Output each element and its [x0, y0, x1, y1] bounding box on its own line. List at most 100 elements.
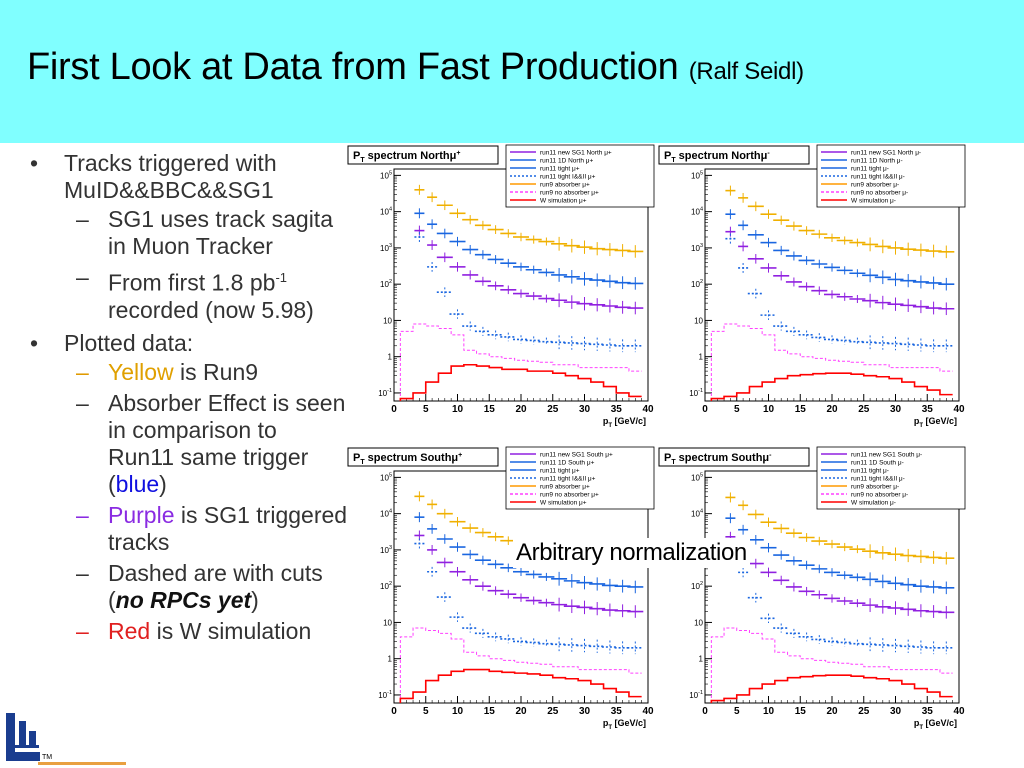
series-group	[725, 185, 955, 259]
y-tick-label: 102	[380, 279, 392, 289]
sub-bullet-item: – Red is W simulation	[28, 618, 348, 645]
sub-bullet-item: – Purple is SG1 triggered tracks	[28, 502, 348, 556]
series-group	[399, 363, 642, 401]
panel-title-box	[347, 145, 499, 165]
legend-entry: run9 no absorber μ-	[851, 492, 908, 499]
series-group	[725, 226, 955, 316]
x-tick-label: 35	[611, 404, 623, 415]
panel-title: PT spectrum Southμ-	[664, 452, 772, 466]
x-tick-label: 30	[579, 404, 591, 415]
x-tick-label: 0	[702, 706, 708, 717]
dash-icon: –	[76, 358, 89, 385]
sub-bullet-text: recorded (now 5.98)	[108, 296, 314, 323]
legend-entry: run9 absorber μ-	[851, 182, 899, 189]
y-tick-label: 10	[694, 618, 703, 627]
legend-entry: run11 tight I&&II μ-	[851, 174, 905, 181]
x-tick-label: 10	[763, 404, 775, 415]
x-axis-label: pT [GeV/c]	[603, 416, 646, 429]
y-tick-label: 1	[699, 353, 704, 362]
histogram-series-line	[399, 668, 642, 703]
histogram-series-line	[710, 323, 953, 401]
series-group	[710, 674, 953, 703]
legend-entry: run9 no absorber μ-	[851, 190, 908, 197]
x-tick-label: 15	[484, 706, 496, 717]
y-tick-label: 103	[380, 545, 392, 555]
y-tick-label: 104	[380, 207, 392, 217]
x-tick-label: 15	[795, 706, 807, 717]
panel-title: PT spectrum Northμ+	[353, 150, 460, 164]
x-tick-label: 25	[547, 706, 559, 717]
chart-svg: PT spectrum Southμ+ 10-1 1 10 102 103 104 105 0 5…	[346, 445, 656, 735]
pt-spectrum-south-mu-plus-chart: PT spectrum Southμ+ 10-1 1 10 102 103 104 105 0 5…	[346, 445, 656, 735]
y-tick-label: 102	[691, 581, 703, 591]
x-tick-label: 0	[391, 404, 397, 415]
x-tick-label: 10	[452, 706, 464, 717]
sub-bullet-text: From first 1.8 pb	[108, 269, 276, 296]
x-tick-label: 10	[763, 706, 775, 717]
bullet-item: • Tracks triggered with MuID&&BBC&&SG1	[28, 150, 348, 204]
legend-entry: W simulation μ-	[851, 500, 896, 507]
legend-entry: W simulation μ+	[540, 500, 587, 507]
sub-bullet-item: – Absorber Effect is seen in comparison t…	[28, 390, 348, 498]
series-group	[725, 539, 955, 655]
y-tick-label: 10-1	[689, 388, 703, 398]
legend-entry: run11 1D South μ+	[540, 460, 595, 467]
histogram-series-line	[710, 674, 953, 703]
x-tick-label: 40	[953, 404, 965, 415]
y-tick-label: 104	[691, 207, 703, 217]
x-tick-label: 20	[515, 706, 527, 717]
normalization-note: Arbitrary normalization	[513, 538, 750, 568]
legend-entry: run11 tight μ-	[851, 166, 889, 173]
sub-bullet-item: – Yellow is Run9	[28, 359, 348, 386]
sub-bullet-text: )	[159, 470, 167, 497]
institution-logo-icon	[3, 707, 47, 767]
bullet-item: • Plotted data:	[28, 330, 348, 357]
series-group	[414, 225, 644, 315]
legend-entry: W simulation μ-	[851, 198, 896, 205]
panel-title: PT spectrum Northμ-	[664, 150, 770, 164]
legend-entry: run9 absorber μ+	[540, 484, 590, 491]
panel-title-box	[658, 447, 810, 467]
sub-bullet-text: Absorber Effect is seen in comparison to…	[108, 389, 346, 497]
x-tick-label: 40	[953, 706, 965, 717]
logo-underline	[38, 762, 126, 765]
colored-word: Red	[108, 617, 151, 644]
slide-title: First Look at Data from Fast Production …	[27, 46, 804, 89]
x-tick-label: 35	[611, 706, 623, 717]
chart-svg: PT spectrum Northμ- 10-1 1 10 102 103 104 105 0 5…	[657, 143, 967, 433]
series-group	[710, 323, 953, 401]
histogram-series-line	[710, 627, 953, 703]
y-tick-label: 105	[691, 472, 703, 482]
histogram-series-line	[399, 627, 642, 703]
y-tick-label: 10	[383, 618, 392, 627]
trademark-label: TM	[42, 754, 53, 761]
legend-entry: run11 tight μ-	[851, 468, 889, 475]
y-tick-label: 103	[380, 243, 392, 253]
y-tick-label: 10-1	[378, 388, 392, 398]
legend-entry: run11 tight I&&II μ+	[540, 476, 596, 483]
series-group	[710, 627, 953, 703]
y-tick-label: 1	[699, 655, 704, 664]
pt-spectrum-south-mu-minus-chart: PT spectrum Southμ-10-111010210310410505…	[657, 445, 967, 735]
panel-title-box	[658, 145, 810, 165]
dash-icon: –	[76, 389, 89, 416]
series-group	[399, 668, 642, 703]
series-group	[414, 530, 644, 618]
series-group	[399, 627, 642, 703]
series-group	[725, 513, 955, 595]
x-tick-label: 5	[423, 404, 429, 415]
x-tick-label: 35	[922, 706, 934, 717]
pt-spectrum-north-mu-plus-chart: PT spectrum Northμ+ 10-1 1 10 102 103 104 105 0 5…	[346, 143, 656, 433]
y-tick-label: 10-1	[689, 690, 703, 700]
y-tick-label: 105	[691, 170, 703, 180]
series-group	[414, 208, 644, 290]
histogram-series-line	[399, 363, 642, 401]
x-axis-label: pT [GeV/c]	[914, 718, 957, 731]
y-tick-label: 1	[388, 353, 393, 362]
panel-title: PT spectrum Southμ+	[353, 452, 462, 466]
y-tick-label: 102	[380, 581, 392, 591]
chart-svg: PT spectrum Southμ-10-111010210310410505…	[657, 445, 967, 735]
dash-icon: –	[76, 501, 89, 528]
title-bar: First Look at Data from Fast Production …	[0, 0, 1024, 143]
y-tick-label: 10	[694, 316, 703, 325]
